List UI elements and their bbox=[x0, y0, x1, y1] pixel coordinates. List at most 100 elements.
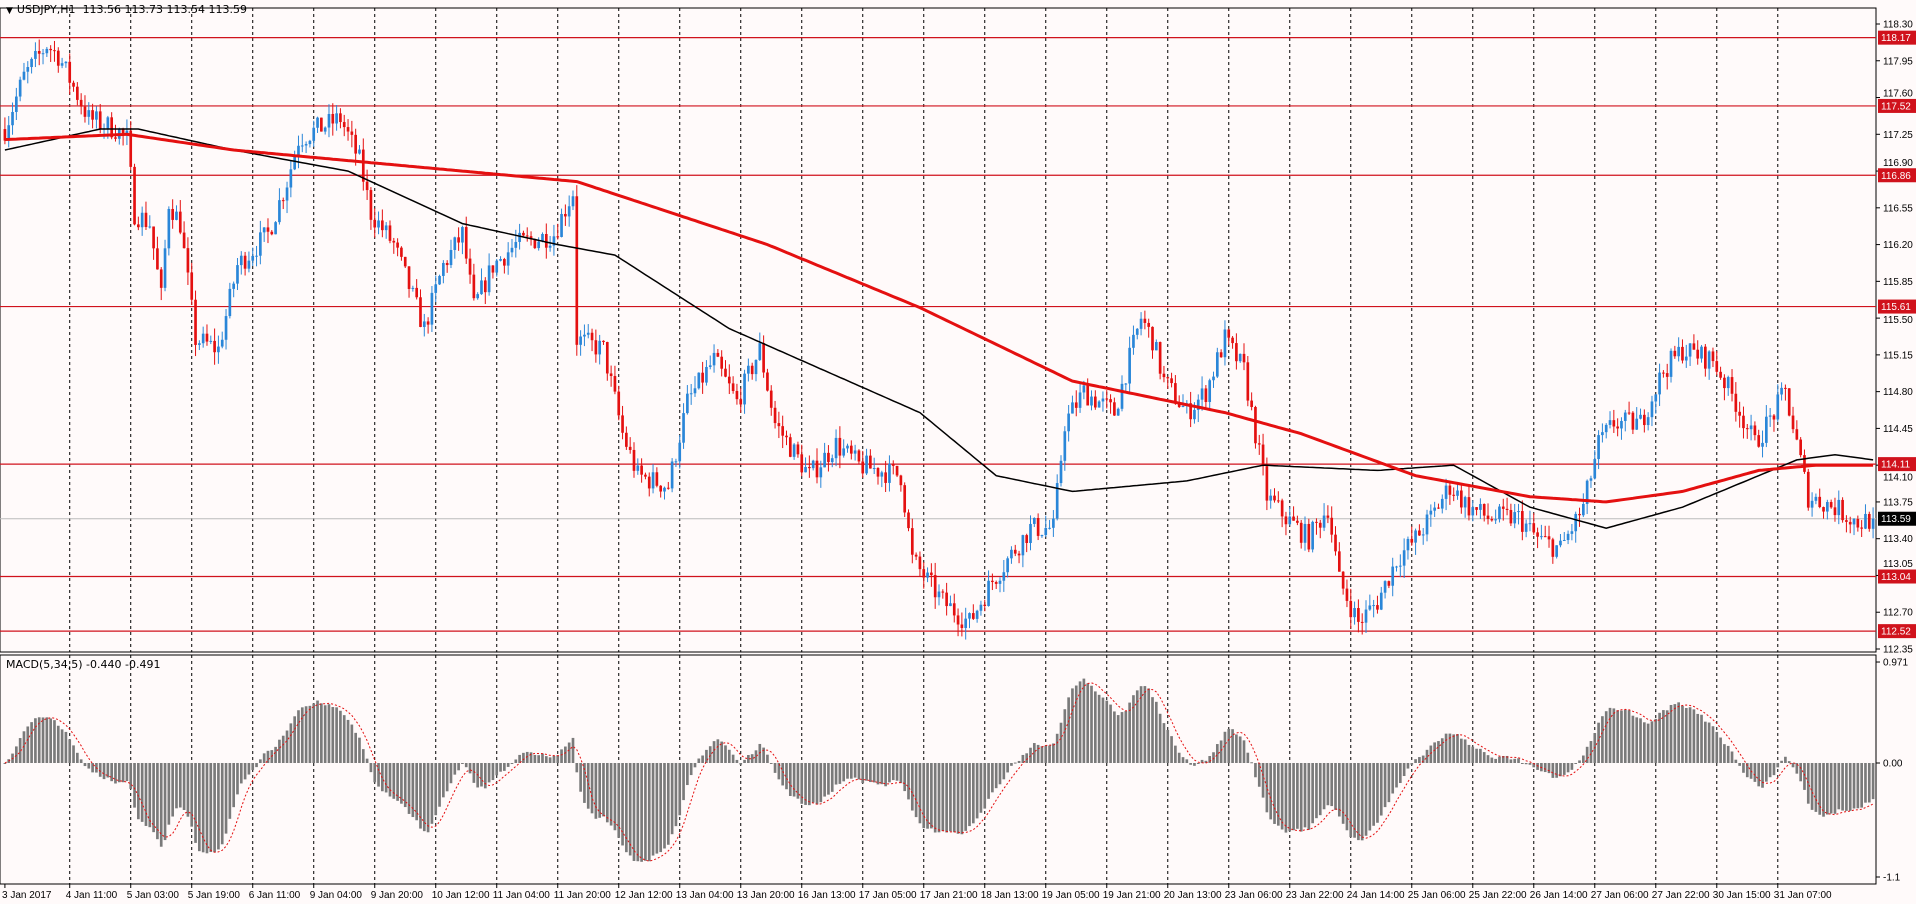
x-tick-label: 9 Jan 04:00 bbox=[310, 890, 363, 901]
macd-bar bbox=[83, 763, 87, 767]
macd-bar bbox=[1597, 722, 1600, 763]
candle-bullish bbox=[651, 472, 655, 489]
macd-bar bbox=[259, 759, 262, 763]
macd-bar bbox=[1452, 734, 1456, 763]
macd-bar bbox=[644, 763, 647, 861]
x-tick-label: 19 Jan 21:00 bbox=[1103, 890, 1161, 901]
candle-bullish bbox=[743, 373, 746, 405]
candle-bullish bbox=[705, 366, 708, 383]
macd-bar bbox=[1528, 763, 1532, 765]
candle-bearish bbox=[171, 208, 174, 220]
candle-bullish bbox=[34, 50, 37, 59]
candle-bearish bbox=[716, 352, 720, 357]
candle-bearish bbox=[891, 463, 895, 466]
macd-bar bbox=[1132, 695, 1135, 763]
price-level-badge bbox=[1878, 30, 1916, 45]
macd-bar bbox=[56, 725, 60, 763]
macd-bar bbox=[640, 763, 643, 862]
macd-bar bbox=[1673, 704, 1677, 763]
macd-bar bbox=[30, 722, 33, 763]
candle-bullish bbox=[1200, 388, 1204, 400]
macd-bar bbox=[1093, 691, 1097, 763]
macd-bar bbox=[846, 763, 849, 779]
candle-bearish bbox=[110, 117, 113, 138]
candle-bullish bbox=[514, 241, 518, 248]
candle-bearish bbox=[907, 512, 910, 529]
macd-bar bbox=[361, 749, 365, 763]
macd-bar bbox=[1784, 756, 1787, 763]
macd-bar bbox=[1368, 763, 1372, 831]
macd-bar bbox=[1536, 763, 1539, 770]
macd-bar bbox=[373, 763, 377, 783]
candle-bearish bbox=[1490, 518, 1494, 521]
macd-bar bbox=[411, 763, 415, 818]
macd-bar bbox=[1330, 763, 1334, 807]
x-tick-label: 5 Jan 03:00 bbox=[127, 890, 180, 901]
x-tick-label: 11 Jan 04:00 bbox=[493, 890, 551, 901]
macd-bar bbox=[636, 763, 640, 862]
candle-bullish bbox=[95, 111, 98, 120]
macd-bar bbox=[106, 763, 110, 778]
macd-bar bbox=[655, 763, 659, 854]
macd-bar bbox=[1296, 763, 1299, 829]
candle-bearish bbox=[544, 233, 548, 248]
macd-bar bbox=[1017, 760, 1021, 763]
candle-bullish bbox=[232, 283, 235, 289]
candle-bullish bbox=[693, 388, 697, 394]
macd-bar bbox=[560, 749, 563, 763]
candle-bullish bbox=[480, 280, 483, 295]
macd-bar bbox=[1448, 733, 1452, 763]
candle-bullish bbox=[697, 372, 701, 389]
candle-bullish bbox=[663, 487, 666, 492]
macd-bar bbox=[1067, 697, 1070, 763]
candle-bearish bbox=[899, 475, 903, 486]
dropdown-triangle-icon[interactable]: ▼ bbox=[6, 6, 13, 16]
candle-bearish bbox=[1158, 342, 1162, 374]
candle-bearish bbox=[644, 474, 647, 477]
macd-bar bbox=[1524, 763, 1528, 765]
candle-bullish bbox=[1002, 572, 1006, 581]
macd-bar bbox=[697, 758, 701, 763]
candle-bearish bbox=[339, 113, 342, 123]
macd-bar bbox=[205, 763, 209, 854]
candle-bullish bbox=[449, 249, 453, 266]
price-level-label: 113.04 bbox=[1881, 572, 1911, 583]
candle-bullish bbox=[1650, 401, 1654, 418]
candle-bearish bbox=[1219, 352, 1223, 358]
candle-bearish bbox=[1806, 471, 1810, 508]
macd-bar bbox=[1753, 763, 1757, 782]
x-tick-label: 13 Jan 04:00 bbox=[676, 890, 734, 901]
candle-bullish bbox=[201, 333, 205, 344]
macd-bar bbox=[377, 763, 380, 787]
candle-bearish bbox=[1143, 318, 1147, 323]
macd-bar bbox=[1360, 763, 1364, 841]
candle-bullish bbox=[278, 200, 281, 223]
candle-bearish bbox=[369, 190, 373, 220]
macd-bar bbox=[598, 763, 602, 818]
candle-bullish bbox=[1589, 478, 1593, 481]
macd-bar bbox=[1040, 746, 1044, 763]
candle-bearish bbox=[1795, 429, 1799, 440]
macd-bar bbox=[689, 763, 693, 776]
candle-bearish bbox=[1357, 608, 1360, 622]
candle-bearish bbox=[628, 446, 632, 450]
candle-bearish bbox=[1292, 516, 1295, 521]
candle-bullish bbox=[1433, 507, 1436, 511]
macd-bar bbox=[1372, 763, 1375, 826]
candle-bullish bbox=[1021, 535, 1025, 556]
candle-bearish bbox=[1742, 415, 1745, 429]
macd-bar bbox=[293, 716, 297, 763]
candle-bearish bbox=[781, 426, 785, 436]
macd-bar bbox=[487, 763, 491, 783]
x-tick-label: 9 Jan 20:00 bbox=[371, 890, 424, 901]
candle-bullish bbox=[1780, 387, 1783, 395]
candle-bearish bbox=[575, 196, 579, 345]
candle-bearish bbox=[1784, 387, 1787, 389]
macd-label: MACD(5,34,5) -0.440 -0.491 bbox=[6, 658, 161, 671]
candle-bearish bbox=[1231, 337, 1234, 344]
macd-bar bbox=[1292, 763, 1295, 831]
candle-bearish bbox=[930, 572, 933, 576]
macd-bar bbox=[739, 763, 743, 765]
macd-bar bbox=[114, 763, 117, 784]
